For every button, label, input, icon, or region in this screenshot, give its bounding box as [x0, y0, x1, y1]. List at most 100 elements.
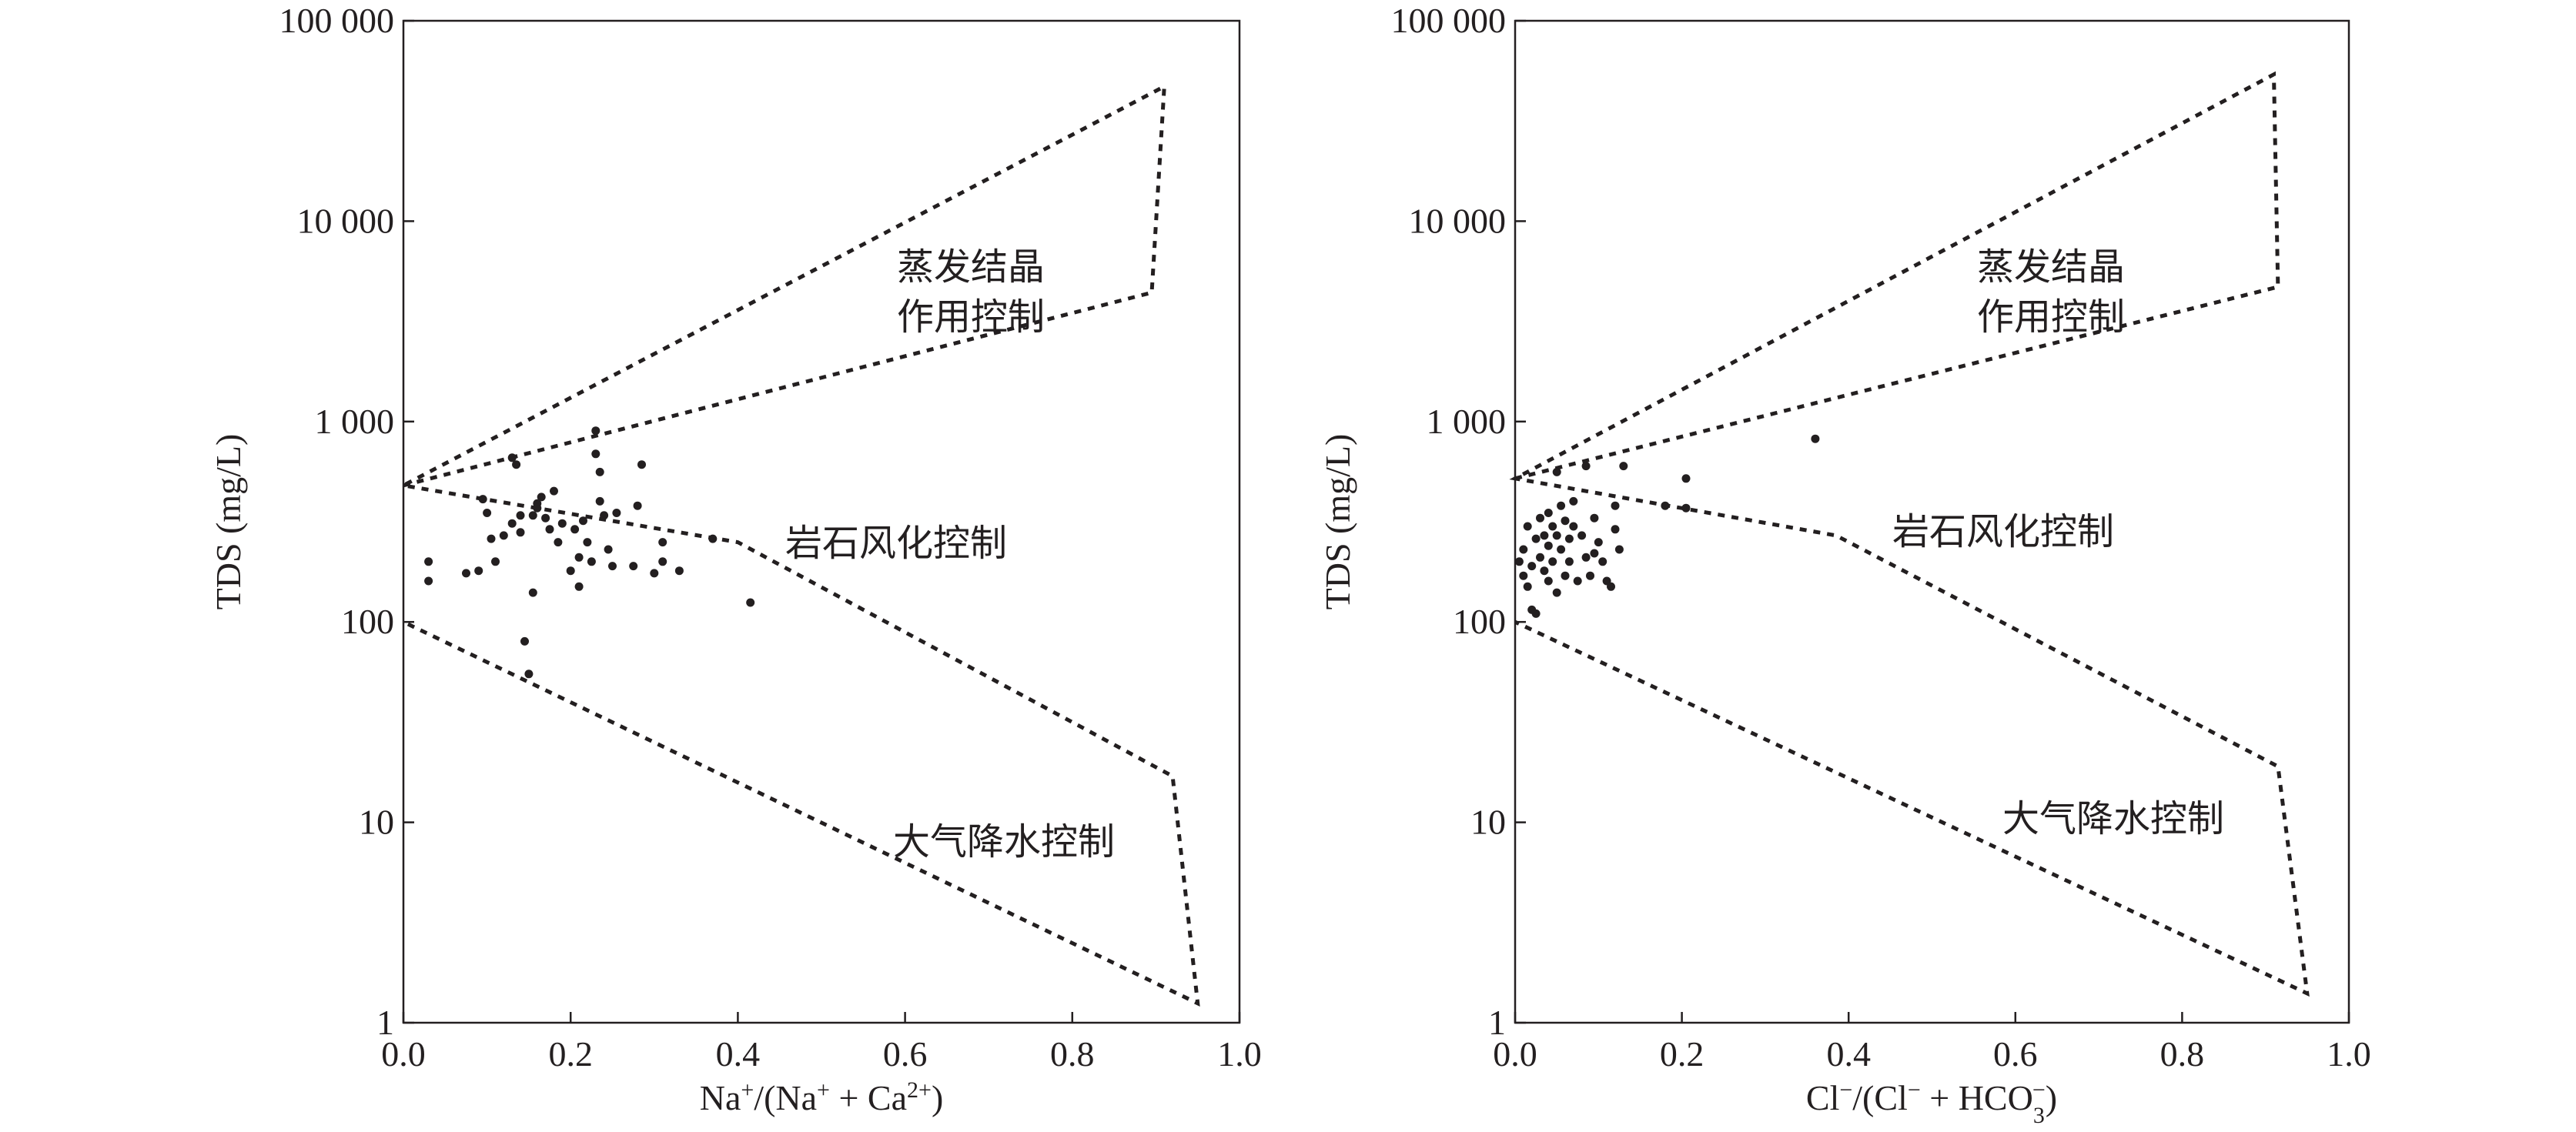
gibbs-envelope — [1509, 71, 2310, 997]
data-points — [424, 426, 755, 679]
data-point — [507, 519, 517, 528]
data-point — [1569, 496, 1578, 506]
x-tick-label: 0.8 — [2160, 1034, 2205, 1074]
data-point — [1581, 462, 1591, 471]
data-point — [674, 566, 684, 576]
data-point — [1523, 582, 1532, 591]
data-point — [1519, 571, 1528, 580]
data-point — [533, 503, 542, 513]
x-tick-labels: 0.0 0.2 0.4 0.6 0.8 1.0 — [1493, 1034, 2371, 1074]
x-axis-label: Na+/(Na+ + Ca2+) — [700, 1077, 944, 1118]
data-point — [591, 426, 601, 436]
x-tick-labels: 0.0 0.2 0.4 0.6 0.8 1.0 — [381, 1034, 1262, 1074]
data-point — [1557, 501, 1566, 510]
y-tick-label: 1 000 — [315, 402, 395, 441]
data-point — [579, 516, 587, 526]
data-point — [1614, 545, 1624, 554]
data-point — [1564, 534, 1574, 543]
data-point — [629, 562, 638, 571]
data-point — [491, 557, 500, 566]
data-point — [604, 545, 613, 554]
y-tick-label: 1 — [376, 1003, 394, 1042]
data-point — [1569, 522, 1578, 531]
y-tick-label: 10 — [1470, 803, 1506, 842]
data-point — [1544, 576, 1553, 586]
data-point — [1523, 522, 1532, 531]
data-point — [528, 511, 537, 520]
data-point — [1598, 557, 1607, 566]
data-point — [587, 557, 596, 566]
data-point — [557, 519, 567, 528]
data-point — [612, 509, 621, 517]
x-tick-label: 0.2 — [1660, 1034, 1705, 1074]
x-tick-label: 0.2 — [548, 1034, 593, 1074]
y-tick-labels: 1 10 100 1 000 10 000 100 000 — [279, 1, 395, 1042]
data-point — [1586, 571, 1594, 580]
data-point — [658, 557, 667, 566]
y-tick-label: 100 — [341, 602, 394, 641]
data-point — [541, 513, 550, 523]
data-point — [1681, 503, 1691, 513]
data-points — [1514, 434, 1820, 618]
chart-left: 1 10 100 1 000 10 000 100 000 0.0 0.2 0.4 0.6 0.8… — [209, 1, 1262, 1117]
data-point — [424, 557, 433, 566]
data-point — [1557, 545, 1566, 554]
data-point — [554, 538, 563, 547]
data-point — [499, 531, 508, 540]
data-point — [545, 525, 554, 534]
data-point — [1536, 513, 1544, 523]
data-point — [483, 509, 492, 517]
data-point — [708, 534, 718, 543]
data-point — [1552, 467, 1561, 476]
data-point — [1540, 531, 1549, 540]
data-point — [537, 493, 546, 502]
data-point — [608, 562, 617, 571]
data-point — [1536, 553, 1544, 562]
data-point — [1611, 501, 1620, 510]
data-point — [583, 538, 592, 547]
data-point — [474, 566, 483, 576]
chart-right: 1 10 100 1 000 10 000 100 000 0.0 0.2 0.4 0.6 0.8… — [1318, 1, 2371, 1128]
data-point — [1561, 571, 1570, 580]
region-label-evaporation-line-1: 蒸发结晶 — [1977, 245, 2125, 289]
x-tick-label: 0.4 — [1826, 1034, 1871, 1074]
x-tick-label: 0.0 — [1493, 1034, 1537, 1074]
data-point — [650, 569, 659, 578]
data-point — [462, 569, 470, 578]
data-point — [637, 460, 646, 469]
region-label-precipitation: 大气降水控制 — [893, 820, 1115, 863]
plot-frame — [402, 19, 1241, 1024]
data-point — [1581, 553, 1591, 562]
data-point — [424, 576, 433, 586]
data-point — [591, 449, 601, 459]
data-point — [1519, 545, 1528, 554]
region-label-evaporation-line-2: 作用控制 — [1977, 296, 2125, 339]
data-point — [595, 496, 604, 506]
plot-frame — [1514, 19, 2350, 1024]
data-point — [566, 566, 575, 576]
y-tick-label: 1 — [1488, 1003, 1506, 1042]
data-point — [633, 501, 642, 510]
x-tick-label: 0.8 — [1050, 1034, 1095, 1074]
data-point — [746, 598, 755, 607]
data-point — [516, 511, 525, 520]
data-point — [574, 582, 584, 591]
data-point — [507, 453, 517, 462]
data-point — [1540, 566, 1549, 576]
x-axis-label: Cl−/(Cl− + HCO3−) — [1806, 1077, 2057, 1128]
y-tick-label: 1 000 — [1427, 402, 1507, 441]
data-point — [1514, 557, 1524, 566]
data-point — [528, 588, 537, 597]
data-point — [1594, 538, 1603, 547]
x-tick-label: 1.0 — [2327, 1034, 2371, 1074]
y-tick-label: 10 — [359, 803, 394, 842]
region-label-evaporation-line-1: 蒸发结晶 — [897, 245, 1045, 289]
x-tick-label: 0.6 — [883, 1034, 928, 1074]
data-point — [1531, 534, 1541, 543]
y-tick-label: 10 000 — [297, 201, 395, 240]
data-point — [1619, 462, 1628, 471]
data-point — [1561, 516, 1570, 526]
data-point — [1577, 531, 1587, 540]
data-point — [1552, 588, 1561, 597]
y-tick-label: 10 000 — [1409, 201, 1507, 240]
